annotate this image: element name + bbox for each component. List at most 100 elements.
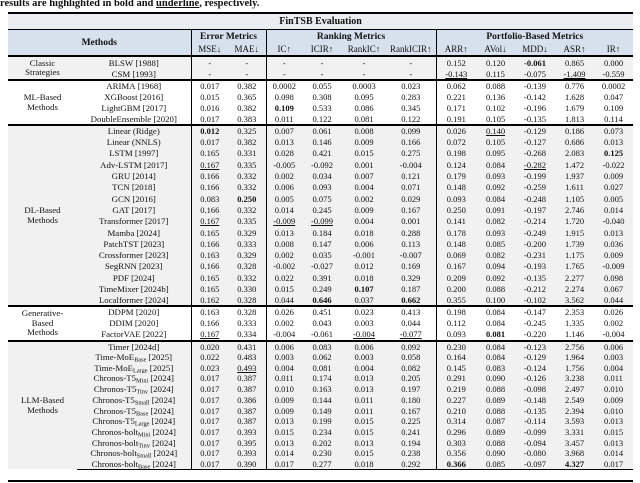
metric-value: 1.335 <box>564 318 585 329</box>
metric-value: 0.083 <box>190 192 228 205</box>
metric-value: 0.082 <box>476 249 515 261</box>
metric-value: 0.009 <box>594 249 634 261</box>
column-header: RankICIR↑ <box>386 43 436 56</box>
metric-value: 0.277 <box>302 458 342 470</box>
metric-value: 0.084 <box>476 339 515 352</box>
metric-value: 0.095 <box>476 147 515 160</box>
metric-value: -0.075 <box>515 68 555 80</box>
metric-value: - <box>386 55 436 68</box>
metric-value: -0.199 <box>515 170 555 182</box>
method-name: TimeMixer [2024b] <box>77 283 191 295</box>
metric-value: 0.163 <box>190 304 228 318</box>
metric-value: 0.250 <box>228 192 266 205</box>
metric-value: 0.004 <box>342 362 386 374</box>
metric-value: 0.017 <box>265 458 302 470</box>
metric-value: -0.009 <box>265 215 302 227</box>
metric-value: 0.088 <box>476 437 515 448</box>
metric-value: 0.178 <box>435 226 476 239</box>
metric-value: 0.356 <box>435 447 476 459</box>
metric-value: 0.093 <box>435 192 476 205</box>
metric-value: 0.090 <box>476 447 515 459</box>
method-name: XGBoost [2016] <box>104 91 164 102</box>
metric-value: 0.017 <box>190 113 228 126</box>
metric-value: 0.011 <box>342 394 386 406</box>
metric-value: -0.094 <box>515 437 555 448</box>
metric-value: 0.162 <box>190 294 228 306</box>
portfolio-metrics-header: Portfolio-Based Metrics <box>435 29 634 43</box>
metric-value: -0.061 <box>515 55 555 68</box>
metric-value: 0.017 <box>190 78 228 92</box>
method-name: TCN [2018] <box>77 181 191 193</box>
metric-value: - <box>190 68 228 80</box>
table-row: LightGBM [2017] 0.016 0.382 0.109 0.533 0.086… <box>8 102 633 114</box>
metric-value: 0.082 <box>476 215 515 227</box>
metric-value: 0.194 <box>386 437 436 448</box>
table-row: DDIM [2020] 0.166 0.333 0.002 0.043 0.003 0.04… <box>8 317 633 330</box>
metric-value: 0.164 <box>435 351 476 363</box>
metric-value: 0.197 <box>386 383 436 395</box>
metric-value: -0.099 <box>515 426 555 438</box>
metric-value: 0.012 <box>190 124 228 137</box>
method-name: BLSW [1988] <box>77 55 191 68</box>
metric-value: 0.015 <box>342 147 386 160</box>
metric-value: 2.353 <box>555 304 594 318</box>
metric-value: 0.180 <box>386 394 436 406</box>
metric-value: 0.005 <box>594 192 634 205</box>
metric-value: 1.628 <box>564 91 585 102</box>
method-name: DDPM [2020] <box>77 304 191 318</box>
table-row: Time-MoELarge [2025] 0.023 0.493 0.004 0.081… <box>8 362 634 374</box>
metric-value: -0.259 <box>515 181 555 193</box>
metric-value: 0.009 <box>342 136 386 148</box>
metric-value: -0.114 <box>515 415 555 427</box>
metric-value: 0.662 <box>386 294 436 306</box>
table-row: Classic Strategies BLSW [1988] - - - - - -0.152 0… <box>8 55 634 80</box>
metric-value: 0.002 <box>342 192 386 205</box>
metric-value: -0.135 <box>515 405 555 416</box>
metric-value: 0.011 <box>265 373 302 384</box>
table-row: GRU [2014] 0.166 0.332 0.002 0.034 0.007 0.121… <box>8 170 634 182</box>
metric-value: 0.000 <box>594 55 634 68</box>
metric-value: 0.331 <box>228 147 266 160</box>
metric-value: 0.174 <box>302 373 342 384</box>
caption-bold-word: bold <box>113 0 134 9</box>
metric-value: 0.009 <box>594 394 634 406</box>
column-header: ICIR↑ <box>302 43 342 56</box>
metric-value: 0.330 <box>228 283 266 295</box>
metric-value: - <box>342 55 386 68</box>
metric-value: 0.533 <box>312 103 332 114</box>
column-header: IR↑ <box>594 43 634 56</box>
metric-value: 0.382 <box>228 78 266 92</box>
metric-value: 0.003 <box>265 351 302 363</box>
metric-value: 0.009 <box>594 170 634 182</box>
metric-value: 0.0002 <box>265 78 302 92</box>
metric-value: 0.023 <box>342 304 386 318</box>
method-name: Timer [2024d] <box>77 339 191 352</box>
metric-value: 0.199 <box>302 415 342 427</box>
metric-value: 0.004 <box>594 362 634 374</box>
metric-value: 0.017 <box>190 437 228 448</box>
metric-value: 0.166 <box>190 181 228 193</box>
metric-value: 0.328 <box>228 294 266 306</box>
metric-value: 0.238 <box>386 447 436 459</box>
metric-value: 0.163 <box>302 383 342 395</box>
metric-value: -0.214 <box>515 215 555 227</box>
metric-value: 0.314 <box>435 415 476 427</box>
metric-value: 0.390 <box>228 458 266 470</box>
metric-value: 0.088 <box>476 383 515 395</box>
metric-value: 0.0002 <box>594 78 634 92</box>
table-row: PDF [2024] 0.165 0.332 0.022 0.391 0.018 0.329… <box>8 272 634 284</box>
metric-value: -0.135 <box>515 272 555 284</box>
metric-value: 0.171 <box>435 102 476 114</box>
metric-value: 2.083 <box>555 147 594 160</box>
metric-value: 0.017 <box>190 394 228 406</box>
metric-value: 0.016 <box>190 102 228 114</box>
metric-value: 0.089 <box>476 426 515 438</box>
metric-value: 0.198 <box>435 147 476 160</box>
metric-value: 2.274 <box>555 283 594 295</box>
metric-value: 0.014 <box>594 447 634 459</box>
column-header: ARR↑ <box>435 43 476 56</box>
metric-value: 0.007 <box>265 124 302 137</box>
metric-value: 0.166 <box>190 317 228 330</box>
metric-value: 0.105 <box>476 136 515 148</box>
metric-value: 1.756 <box>555 362 594 374</box>
